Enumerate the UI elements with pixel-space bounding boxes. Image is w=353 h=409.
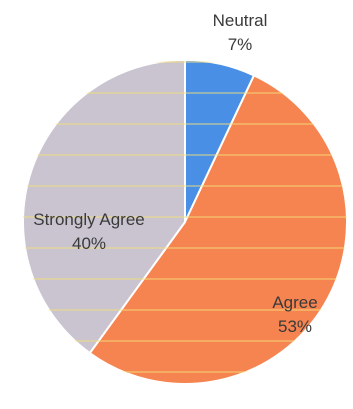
pie-slices (22, 58, 348, 385)
slice-label-agree-value: 53% (278, 317, 312, 336)
slice-label-agree-name: Agree (272, 293, 317, 312)
slice-label-neutral-value: 7% (228, 35, 253, 54)
pie-slice-agree (88, 74, 348, 385)
slice-label-neutral-name: Neutral (213, 11, 268, 30)
scan-line-overlay (23, 61, 347, 373)
pie-labels: Neutral 7% Agree 53% Strongly Agree 40% (33, 11, 317, 336)
slice-label-strongly-agree-value: 40% (72, 234, 106, 253)
slice-label-strongly-agree-name: Strongly Agree (33, 210, 145, 229)
pie-slice-strongly-agree (22, 58, 186, 355)
